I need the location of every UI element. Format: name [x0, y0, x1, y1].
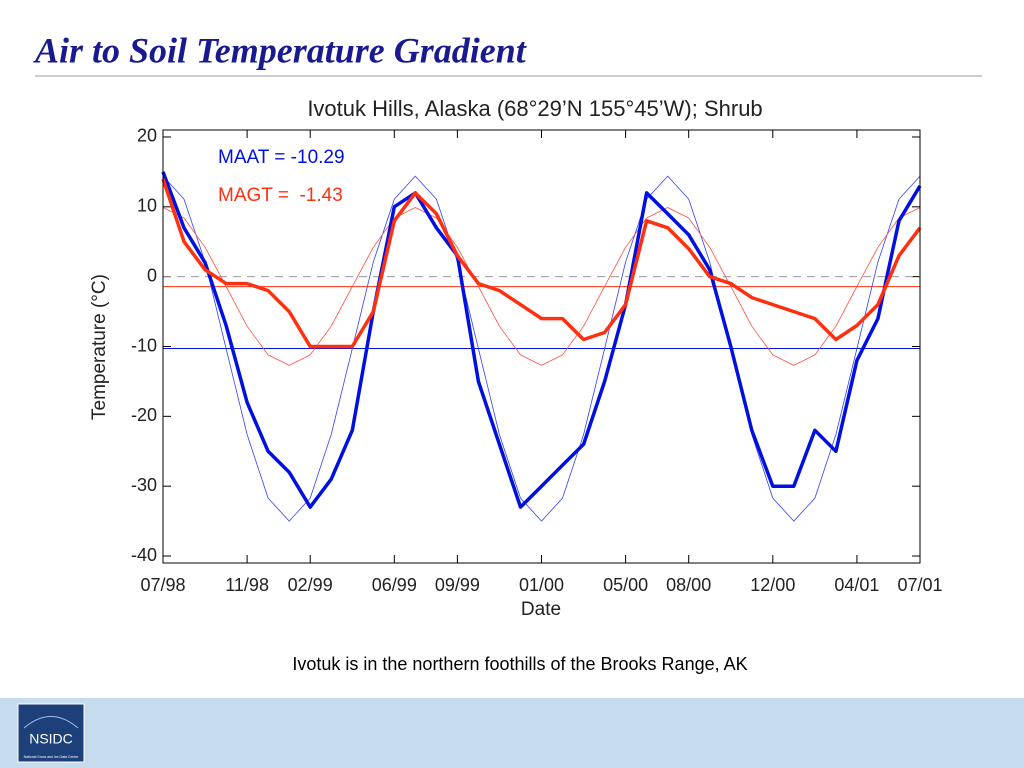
- logo-text: NSIDC: [29, 731, 73, 747]
- reference-label: MAAT = -10.29: [218, 147, 345, 168]
- x-axis-label: Date: [521, 599, 561, 620]
- y-tick-label: -40: [131, 545, 157, 565]
- y-tick-label: -10: [131, 335, 157, 355]
- x-tick-label: 04/01: [834, 575, 879, 595]
- x-tick-label: 06/99: [372, 575, 417, 595]
- x-tick-label: 07/01: [897, 575, 942, 595]
- plot-frame: [162, 129, 921, 564]
- footer-band: [0, 698, 1024, 768]
- data-line: [161, 171, 922, 509]
- logo-subtitle: National Snow and Ice Data Center: [24, 755, 80, 759]
- plot: -40 -30 -20 -10 0 10 20 07/98 11/98 02/99 06/99 09/…: [131, 126, 943, 595]
- x-tick-label: 05/00: [603, 575, 648, 595]
- data-line: [161, 178, 922, 349]
- fit-line: [162, 207, 921, 366]
- y-axis-label: Temperature (°C): [89, 274, 110, 420]
- y-tick-label: -20: [131, 405, 157, 425]
- fit-line: [162, 175, 921, 522]
- x-tick-label: 08/00: [666, 575, 711, 595]
- logo-arc: [23, 716, 79, 729]
- x-tick-label: 12/00: [750, 575, 795, 595]
- reference-label: MAGT = -1.43: [218, 185, 343, 206]
- caption: Ivotuk is in the northern foothills of t…: [292, 654, 747, 674]
- y-tick-label: 20: [137, 126, 157, 146]
- x-tick-label: 02/99: [288, 575, 333, 595]
- y-tick-label: 0: [147, 265, 157, 285]
- logo-box: [17, 703, 85, 763]
- chart-title: Ivotuk Hills, Alaska (68°29’N 155°45’W);…: [307, 96, 762, 121]
- y-tick-label: -30: [131, 475, 157, 495]
- x-tick-label: 09/99: [435, 575, 480, 595]
- y-tick-label: 10: [137, 196, 157, 216]
- x-tick-label: 11/98: [225, 575, 269, 595]
- x-tick-label: 01/00: [519, 575, 564, 595]
- x-tick-label: 07/98: [140, 575, 185, 595]
- slide-title: Air to Soil Temperature Gradient: [33, 30, 527, 70]
